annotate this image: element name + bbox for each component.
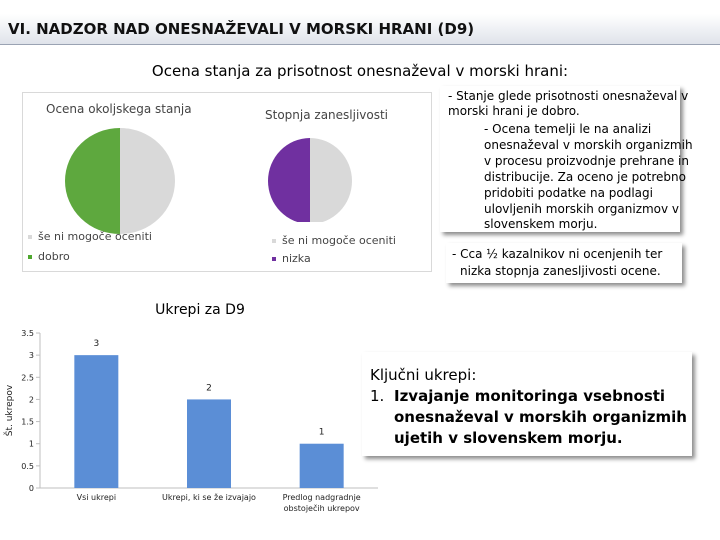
note-line: v procesu proizvodnje prehrane in bbox=[484, 154, 689, 168]
pie-right-legend-item-low: nizka bbox=[272, 252, 311, 265]
bar-chart-y-tick-label: 3.5 bbox=[21, 329, 34, 338]
note-line: pridobiti podatke na podlagi bbox=[484, 186, 653, 200]
legend-swatch bbox=[28, 255, 32, 259]
pie-right-title: Stopnja zanesljivosti bbox=[265, 108, 389, 122]
pie-charts-panel bbox=[22, 92, 432, 272]
key-measures-item-number: 1. bbox=[370, 387, 385, 405]
note-line: - Stanje glede prisotnosti onesnaževal v bbox=[448, 89, 689, 103]
bar-data-label: 1 bbox=[319, 428, 325, 438]
key-measures-heading: Ključni ukrepi: bbox=[370, 366, 477, 384]
bar-chart-y-tick-label: 1.5 bbox=[21, 418, 34, 427]
bar-data-label: 3 bbox=[93, 339, 99, 349]
pie-left-legend-item-unassessed: še ni mogoče oceniti bbox=[28, 230, 152, 243]
bar-category-label: Predlog nadgradnje bbox=[283, 493, 361, 502]
note-line: morski hrani je dobro. bbox=[448, 104, 580, 118]
bar-chart-y-tick-label: 0.5 bbox=[21, 462, 34, 471]
note-line: onesnaževal v morskih organizmih bbox=[484, 138, 693, 152]
pie-right-chart bbox=[268, 138, 352, 222]
bar-chart: 0 0.5 1 1.5 2 2.5 3 3.5 Št. ukrepov 3 Vsi ukrepi 2 U… bbox=[3, 329, 378, 513]
bar-category-label: Ukrepi, ki se že izvajajo bbox=[162, 493, 256, 502]
pie-right-slice-low bbox=[268, 138, 310, 222]
bar-chart-y-tick-label: 2 bbox=[29, 395, 34, 404]
pie-left-slice-good bbox=[65, 128, 120, 234]
note-line: distribucije. Za oceno je potrebno bbox=[484, 170, 686, 184]
pie-left-slice-unassessed bbox=[120, 128, 175, 234]
slide-title: VI. NADZOR NAD ONESNAŽEVALI V MORSKI HRA… bbox=[8, 20, 475, 38]
note-line: slovenskem morju. bbox=[484, 217, 598, 231]
note-line: ulovljenih morskih organizmov v bbox=[484, 202, 680, 216]
legend-label: še ni mogoče oceniti bbox=[282, 234, 396, 247]
bar-chart-y-tick-label: 1 bbox=[29, 440, 34, 449]
legend-label: še ni mogoče oceniti bbox=[38, 230, 152, 243]
pie-right-slice-unassessed bbox=[310, 138, 352, 222]
bar-data-label: 2 bbox=[206, 383, 212, 393]
pie-left-chart bbox=[65, 128, 175, 234]
key-measures-box: Ključni ukrepi: 1. Izvajanje monitoringa… bbox=[362, 352, 692, 456]
pie-left-title: Ocena okoljskega stanja bbox=[46, 102, 192, 116]
assessment-note: - Stanje glede prisotnosti onesnaževal v… bbox=[440, 86, 693, 232]
slide-subtitle: Ocena stanja za prisotnost onesnaževal v… bbox=[151, 62, 569, 80]
bar bbox=[74, 355, 119, 488]
bar-chart-y-axis-label: Št. ukrepov bbox=[3, 384, 15, 436]
bar-chart-y-tick-label: 3 bbox=[29, 351, 34, 360]
key-measures-line: Izvajanje monitoringa vsebnosti bbox=[394, 387, 666, 405]
bar-category-label: Vsi ukrepi bbox=[77, 493, 116, 502]
legend-swatch bbox=[28, 235, 32, 239]
legend-label: nizka bbox=[282, 252, 311, 265]
pie-right-legend-item-unassessed: še ni mogoče oceniti bbox=[272, 234, 396, 247]
reliability-note: - Cca ½ kazalnikov ni ocenjenih ter nizk… bbox=[446, 243, 682, 283]
legend-label: dobro bbox=[38, 250, 70, 263]
note-line: - Ocena temelji le na analizi bbox=[484, 122, 652, 136]
bar-chart-y-tick-label: 2.5 bbox=[21, 373, 34, 382]
bar-category-label: obstoječih ukrepov bbox=[284, 503, 360, 513]
note-line: - Cca ½ kazalnikov ni ocenjenih ter bbox=[452, 247, 663, 261]
key-measures-line: ujetih v slovenskem morju. bbox=[394, 429, 623, 447]
pie-left-legend-item-good: dobro bbox=[28, 250, 70, 263]
bar-chart-y-tick-label: 0 bbox=[29, 484, 34, 493]
bar bbox=[187, 399, 231, 488]
bar bbox=[299, 443, 344, 488]
legend-swatch bbox=[272, 239, 276, 243]
bar-chart-title: Ukrepi za D9 bbox=[155, 302, 245, 318]
slide-title-bar: VI. NADZOR NAD ONESNAŽEVALI V MORSKI HRA… bbox=[0, 14, 720, 45]
key-measures-line: onesnaževal v morskih organizmih bbox=[394, 408, 687, 426]
legend-swatch bbox=[272, 257, 276, 261]
note-line: nizka stopnja zanesljivosti ocene. bbox=[460, 264, 661, 278]
